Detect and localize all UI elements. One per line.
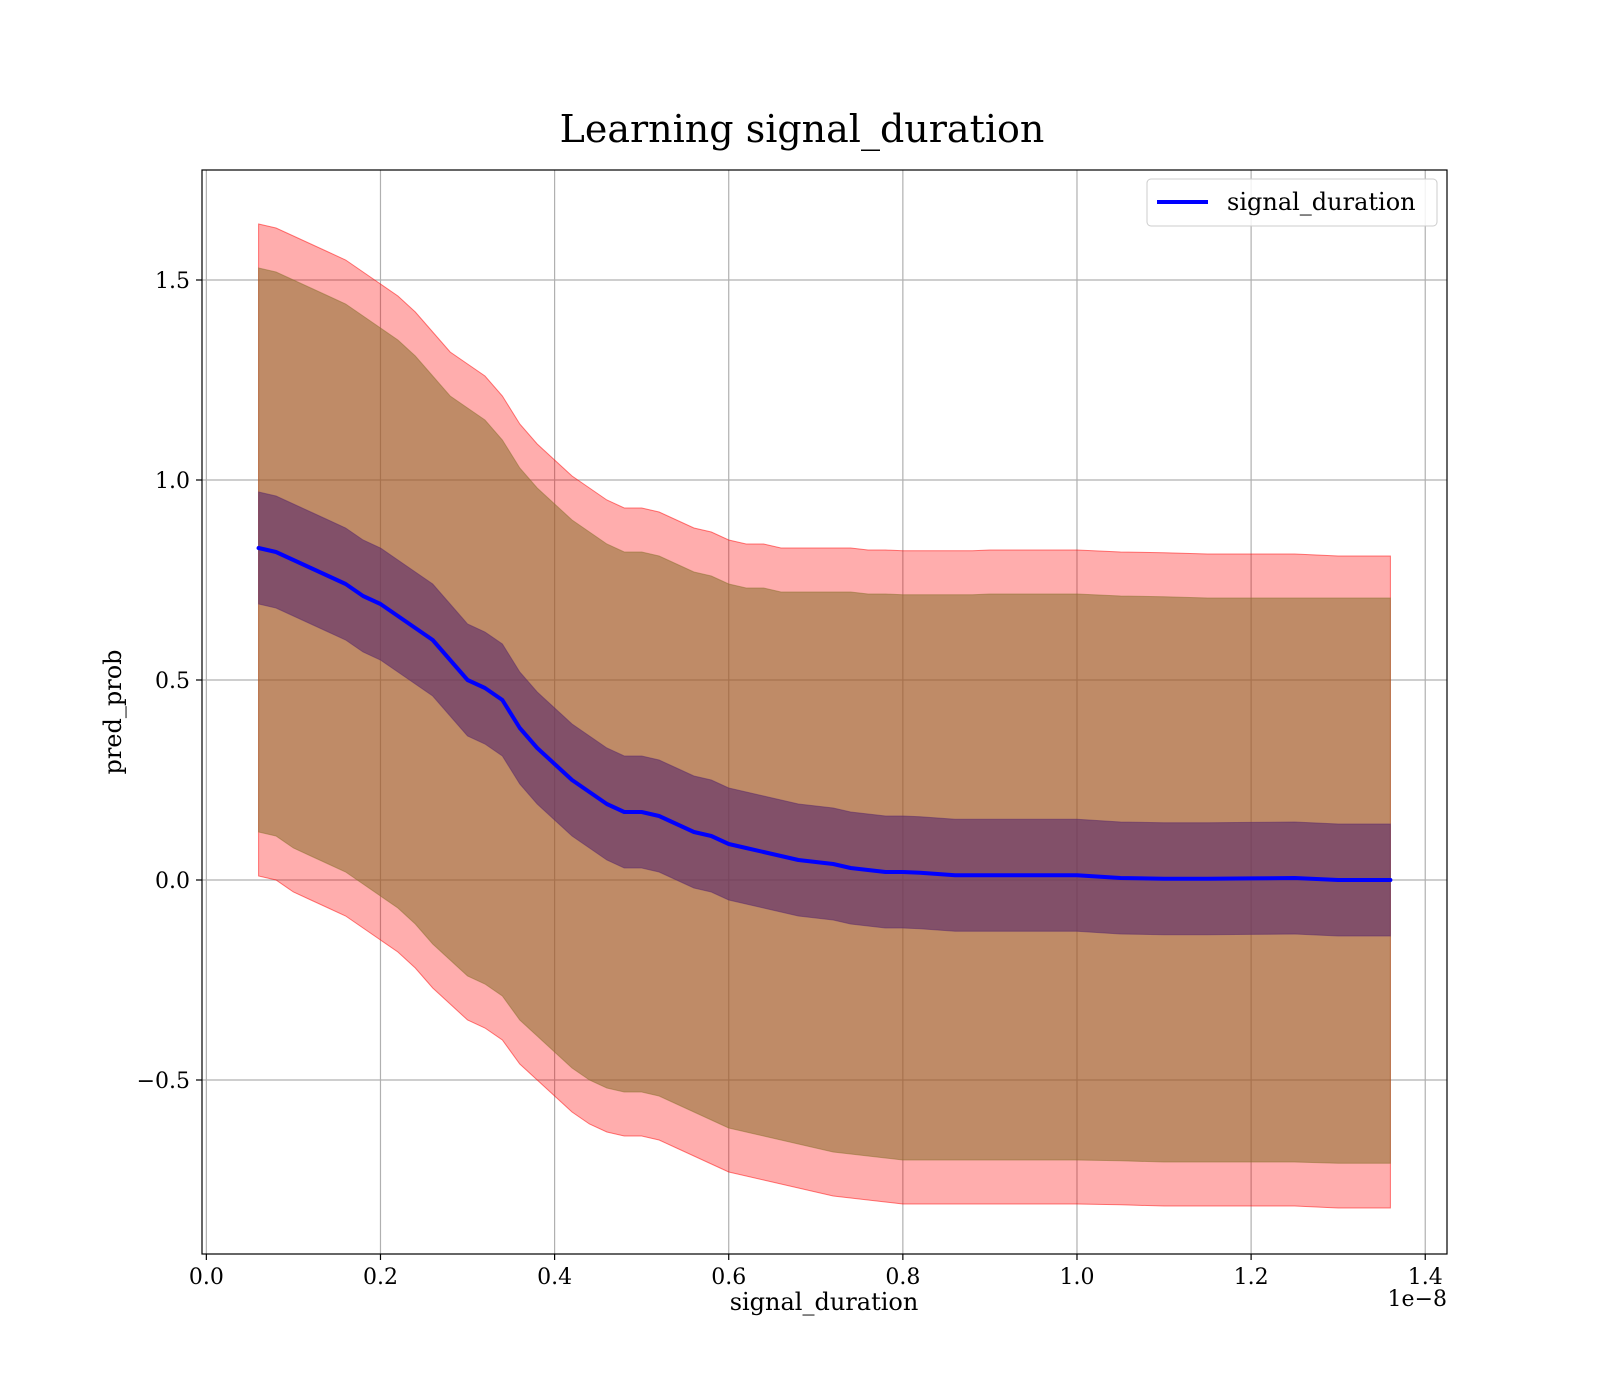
x-tick-label: 0.2 (363, 1265, 398, 1290)
y-tick-label: 1.5 (155, 269, 190, 294)
y-axis-label: pred_prob (99, 649, 127, 774)
x-tick-label: 1.0 (1059, 1265, 1094, 1290)
band-inner (258, 491, 1391, 937)
legend-entry-signal-duration: signal_duration (1227, 188, 1416, 216)
y-tick-label: −0.5 (137, 1069, 190, 1094)
legend: signal_duration (1146, 178, 1438, 227)
series-lines (256, 546, 1393, 882)
band-middle (258, 267, 1391, 1164)
plot-area-frame (201, 169, 1448, 1255)
legend-frame (1146, 178, 1438, 227)
axis-ticks: 0.0 0.2 0.4 0.6 0.8 1.0 1.2 1.4 −0.5 0.0 0.5 1.0 1.5 (137, 269, 1443, 1290)
x-axis-label: signal_duration (730, 1288, 919, 1316)
x-tick-label: 0.4 (537, 1265, 572, 1290)
x-tick-label: 0.6 (711, 1265, 746, 1290)
x-axis-offset-label: 1e−8 (1388, 1287, 1447, 1312)
x-tick-label: 0.0 (189, 1265, 224, 1290)
confidence-bands (258, 223, 1391, 1209)
x-tick-label: 0.8 (885, 1265, 920, 1290)
series-line-signal-duration (256, 546, 1393, 882)
x-tick-label: 1.4 (1408, 1265, 1443, 1290)
x-tick-label: 1.2 (1234, 1265, 1269, 1290)
y-tick-label: 0.5 (155, 669, 190, 694)
chart-title: Learning signal_duration (560, 107, 1045, 152)
y-tick-label: 0.0 (155, 869, 190, 894)
y-tick-label: 1.0 (155, 469, 190, 494)
